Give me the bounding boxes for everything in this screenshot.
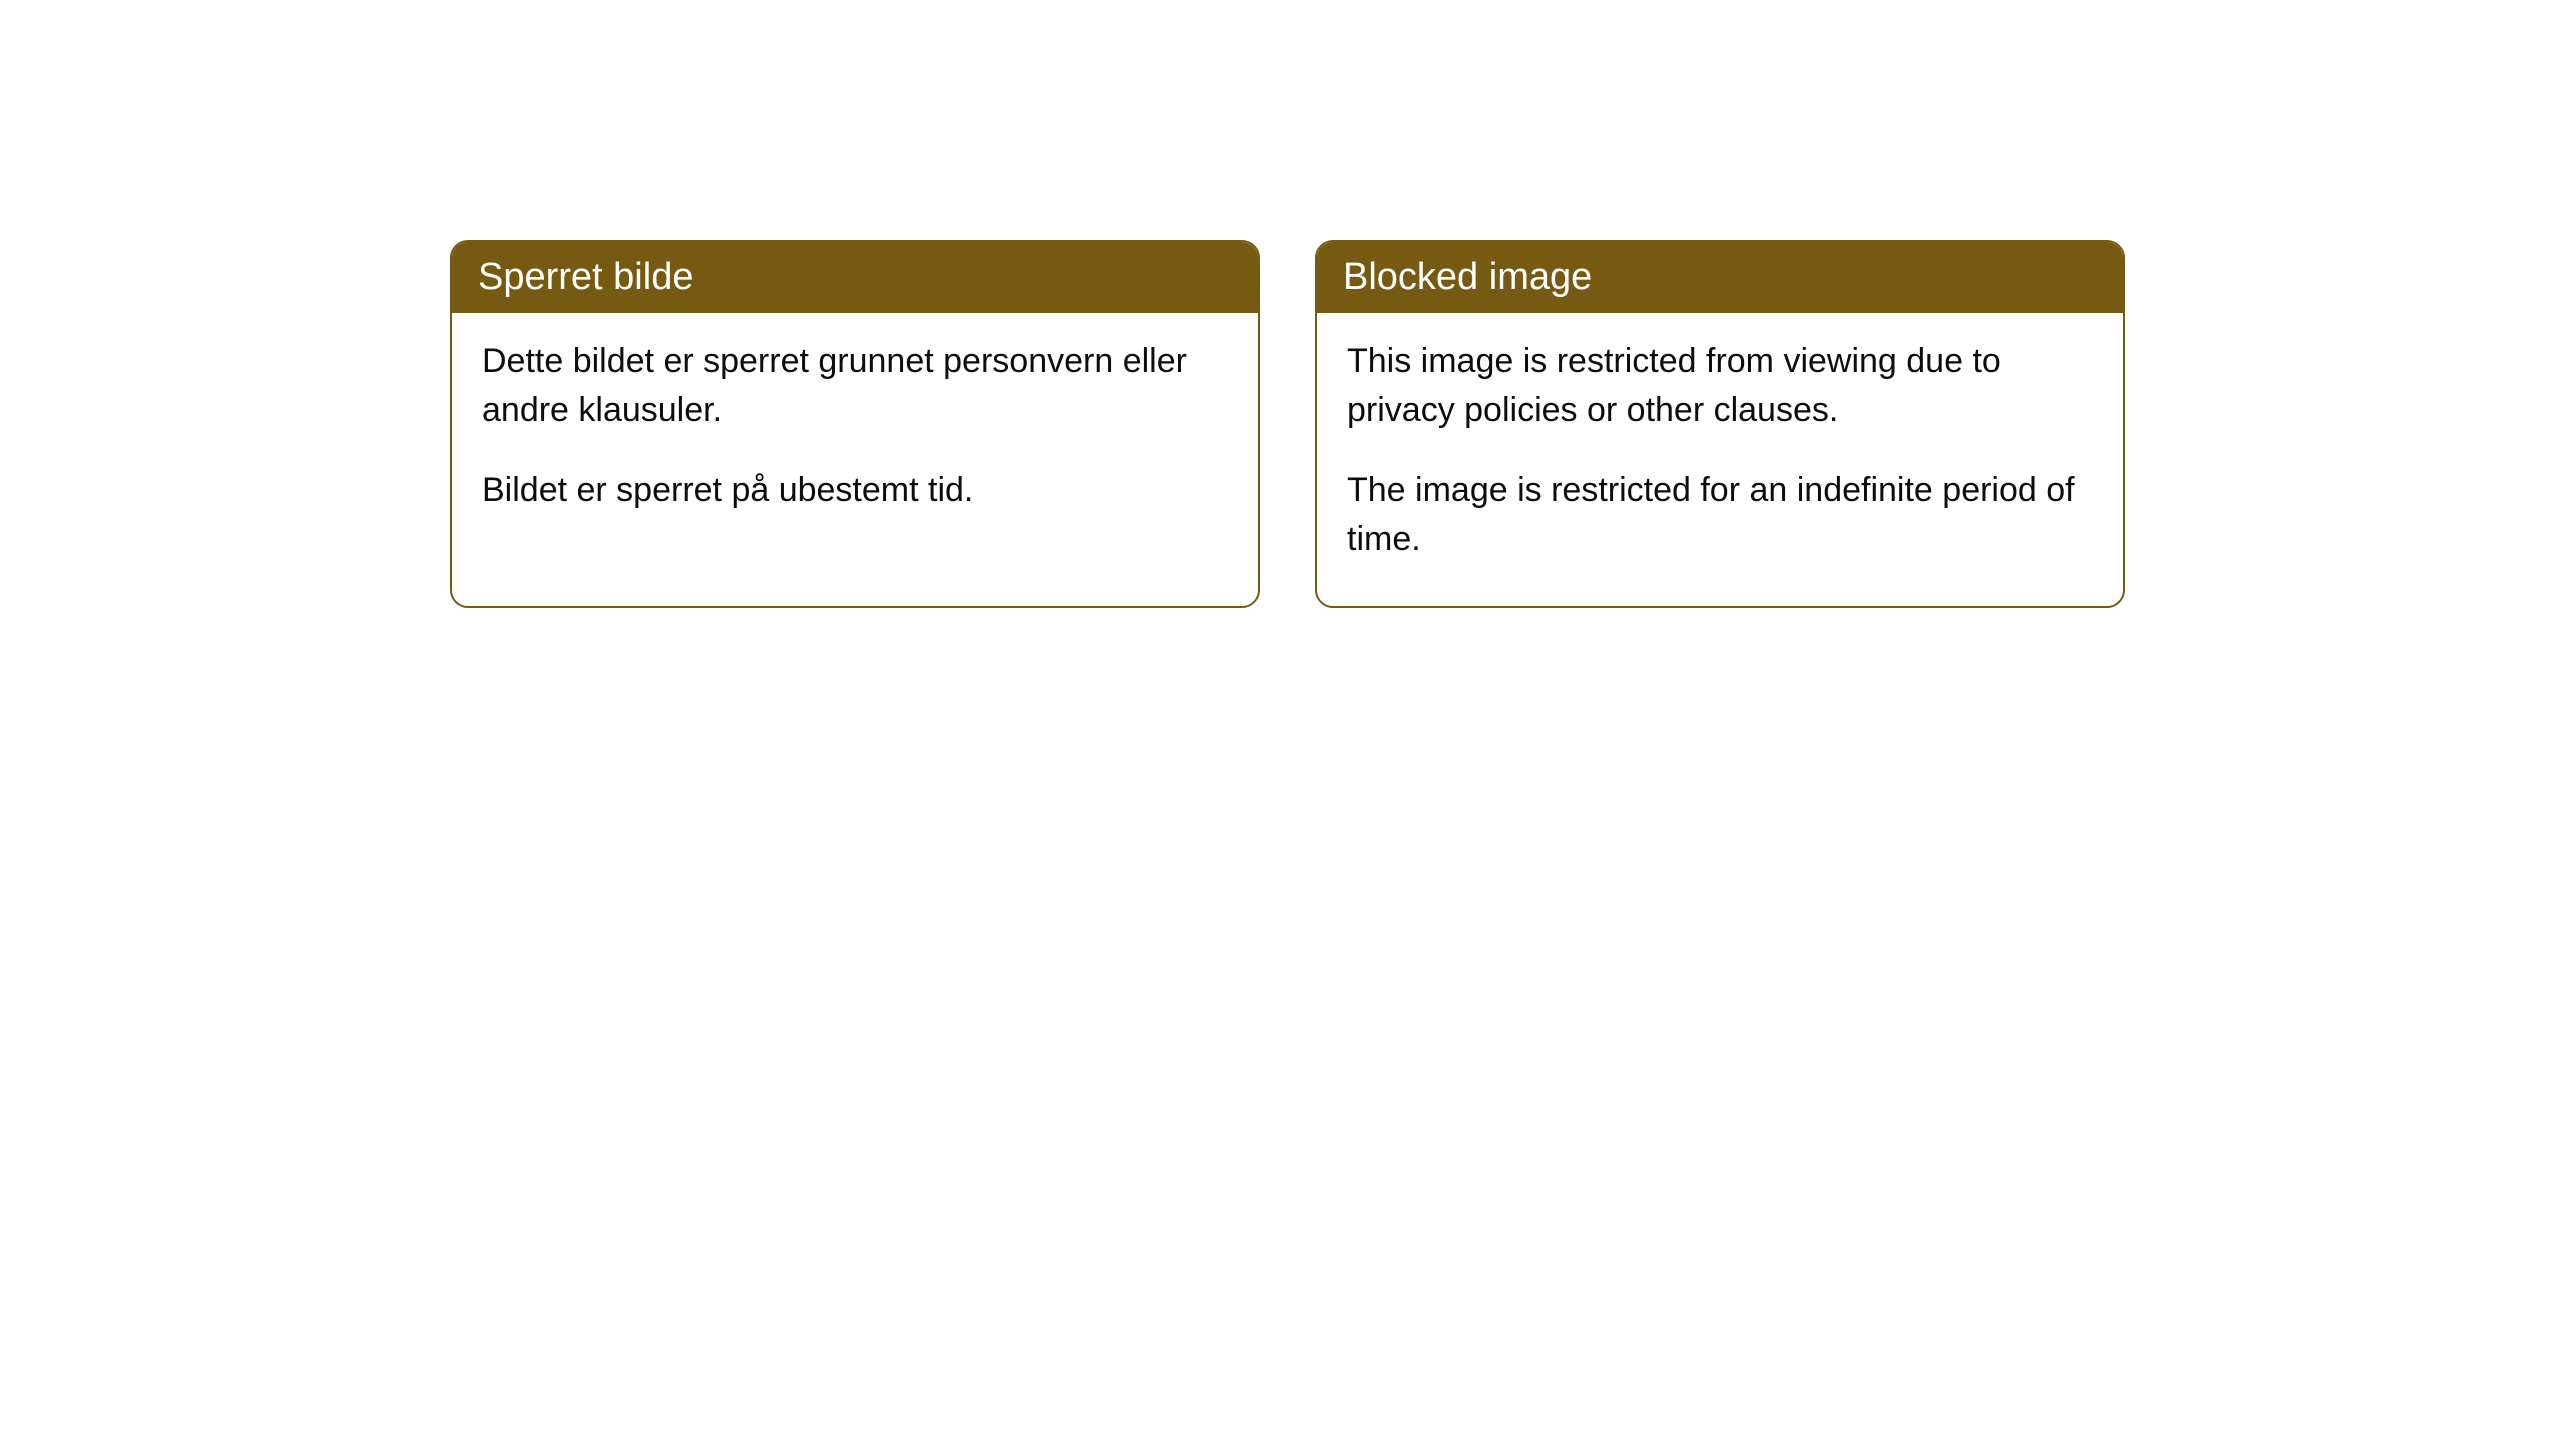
- card-title: Blocked image: [1343, 256, 1592, 298]
- card-paragraph: Bildet er sperret på ubestemt tid.: [482, 466, 1228, 515]
- card-header: Blocked image: [1317, 242, 2123, 313]
- card-paragraph: Dette bildet er sperret grunnet personve…: [482, 337, 1228, 436]
- card-header: Sperret bilde: [452, 242, 1258, 313]
- card-body: This image is restricted from viewing du…: [1317, 313, 2123, 606]
- notice-cards-container: Sperret bilde Dette bildet er sperret gr…: [450, 240, 2125, 608]
- blocked-image-card-english: Blocked image This image is restricted f…: [1315, 240, 2125, 608]
- card-paragraph: This image is restricted from viewing du…: [1347, 337, 2093, 436]
- card-body: Dette bildet er sperret grunnet personve…: [452, 313, 1258, 557]
- card-title: Sperret bilde: [478, 256, 693, 298]
- blocked-image-card-norwegian: Sperret bilde Dette bildet er sperret gr…: [450, 240, 1260, 608]
- card-paragraph: The image is restricted for an indefinit…: [1347, 466, 2093, 565]
